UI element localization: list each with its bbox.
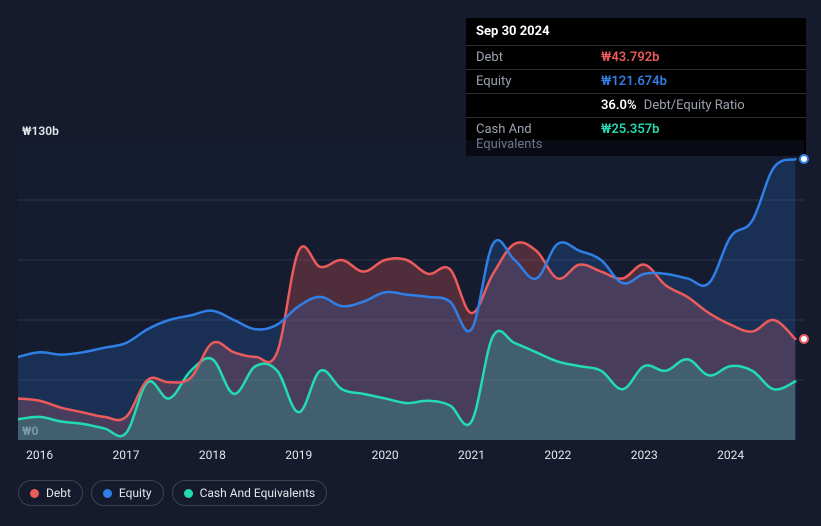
x-axis-tick-label: 2022 [544, 448, 571, 462]
x-axis-tick-label: 2020 [372, 448, 399, 462]
x-axis-tick-label: 2021 [458, 448, 485, 462]
debt-end-marker [799, 334, 809, 344]
x-axis-tick-label: 2019 [285, 448, 312, 462]
tooltip-row-value: 36.0% Debt/Equity Ratio [601, 98, 745, 113]
chart-legend: Debt Equity Cash And Equivalents [18, 480, 327, 506]
legend-label: Debt [46, 486, 71, 500]
tooltip-row-value: ₩43.792b [601, 50, 659, 65]
x-axis-tick-label: 2017 [112, 448, 139, 462]
y-axis-max-label: ₩130b [22, 124, 59, 138]
equity-end-marker [799, 154, 809, 164]
tooltip-row-value: ₩121.674b [601, 74, 667, 89]
tooltip-row-label [476, 98, 601, 113]
legend-item-cash-and-equivalents[interactable]: Cash And Equivalents [172, 480, 328, 506]
legend-label: Cash And Equivalents [200, 486, 316, 500]
x-axis-tick-label: 2018 [199, 448, 226, 462]
x-axis-tick-label: 2023 [631, 448, 658, 462]
x-axis-tick-label: 2016 [26, 448, 53, 462]
legend-item-equity[interactable]: Equity [91, 480, 164, 506]
tooltip-date: Sep 30 2024 [466, 18, 806, 45]
x-axis-tick-label: 2024 [717, 448, 744, 462]
legend-label: Equity [119, 486, 152, 500]
legend-dot-icon [103, 489, 112, 498]
legend-dot-icon [30, 489, 39, 498]
chart-area[interactable] [18, 140, 804, 440]
tooltip-row: Debt₩43.792b [466, 45, 806, 69]
chart-tooltip: Sep 30 2024 Debt₩43.792bEquity₩121.674b3… [466, 18, 806, 156]
tooltip-row-note: Debt/Equity Ratio [641, 98, 745, 113]
legend-dot-icon [184, 489, 193, 498]
tooltip-row-label: Equity [476, 74, 601, 89]
tooltip-row: Equity₩121.674b [466, 69, 806, 93]
tooltip-row: 36.0% Debt/Equity Ratio [466, 93, 806, 117]
x-axis-labels: 2016 2017 2018 2019 2020 2021 2022 2023 2024 [18, 448, 804, 468]
tooltip-row-label: Debt [476, 50, 601, 65]
legend-item-debt[interactable]: Debt [18, 480, 83, 506]
